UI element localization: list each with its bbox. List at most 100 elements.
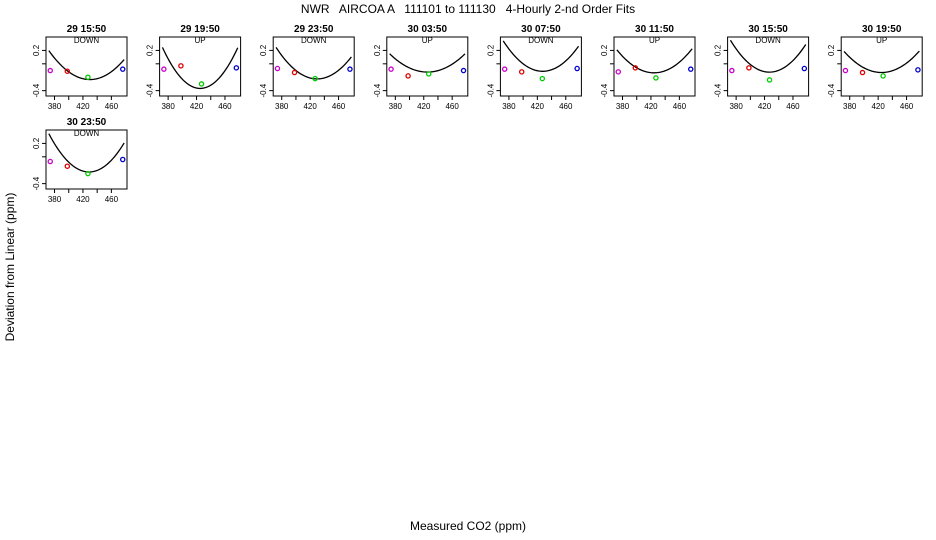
data-point	[501, 66, 508, 72]
panel-title: 30 15:50	[748, 24, 788, 35]
x-tick-label: 420	[76, 102, 90, 111]
y-tick-label: -0.4	[373, 83, 382, 97]
panel-title: 30 03:50	[408, 24, 448, 35]
data-point	[574, 65, 580, 72]
x-tick-label: 420	[531, 102, 545, 111]
data-point	[47, 158, 54, 165]
data-point	[347, 66, 353, 72]
data-point	[801, 65, 808, 72]
panel-frame	[386, 36, 469, 97]
data-point	[539, 75, 546, 82]
x-tick-label: 380	[729, 102, 743, 111]
data-point	[161, 66, 167, 72]
panel-frame	[159, 36, 242, 97]
y-tick-label: 0.2	[259, 44, 268, 56]
y-tick-label: -0.4	[146, 83, 155, 97]
data-point	[653, 75, 659, 81]
x-tick-label: 380	[502, 102, 516, 111]
data-point	[178, 63, 184, 69]
x-tick-label: 420	[190, 102, 204, 111]
x-axis-label: Measured CO2 (ppm)	[409, 519, 527, 533]
data-point	[405, 73, 411, 79]
data-point	[274, 65, 281, 72]
x-tick-label: 460	[332, 102, 346, 111]
x-tick-label: 380	[843, 102, 857, 111]
fit-curve	[729, 39, 807, 73]
panel-frame	[45, 36, 128, 97]
data-point	[119, 66, 126, 72]
panel-frame	[613, 36, 696, 97]
data-point	[915, 67, 921, 73]
fit-curve	[161, 47, 239, 90]
y-tick-label: 0.2	[32, 137, 41, 149]
y-tick-label: 0.2	[32, 44, 41, 56]
fit-curve	[48, 133, 125, 173]
fit-curve	[616, 48, 693, 74]
y-tick-label: -0.4	[714, 83, 723, 97]
panel-mode-label: DOWN	[74, 36, 100, 45]
data-point	[198, 81, 205, 87]
panel-mode-label: DOWN	[301, 36, 327, 45]
y-tick-label: -0.4	[259, 83, 268, 97]
panel-frame	[840, 36, 923, 97]
panel-frame	[272, 36, 355, 97]
x-tick-label: 460	[559, 102, 573, 111]
data-point	[119, 156, 126, 163]
x-tick-label: 420	[303, 102, 317, 111]
panel-title: 30 23:50	[67, 117, 107, 128]
panel-title: 30 07:50	[521, 24, 561, 35]
data-point	[64, 163, 71, 169]
x-tick-label: 380	[616, 102, 630, 111]
data-point	[615, 69, 622, 75]
x-tick-label: 460	[105, 102, 119, 111]
panel-mode-label: UP	[649, 36, 660, 45]
x-tick-label: 420	[417, 102, 431, 111]
x-tick-label: 460	[105, 195, 119, 204]
data-point	[460, 67, 467, 74]
data-point	[388, 66, 394, 72]
data-point	[85, 74, 91, 80]
x-tick-label: 380	[389, 102, 403, 111]
y-tick-label: -0.4	[32, 83, 41, 97]
x-tick-label: 460	[900, 102, 914, 111]
panel-mode-label: UP	[422, 36, 433, 45]
x-tick-label: 420	[76, 195, 90, 204]
panel-title: 29 19:50	[180, 24, 220, 35]
data-point	[687, 66, 694, 72]
data-point	[729, 67, 735, 74]
x-tick-label: 460	[218, 102, 232, 111]
panel-title: 29 23:50	[294, 24, 334, 35]
panel-frame	[499, 36, 582, 97]
x-tick-label: 420	[871, 102, 885, 111]
data-point	[518, 69, 525, 75]
y-tick-label: -0.4	[600, 83, 609, 97]
data-point	[233, 65, 240, 71]
panel-mode-label: DOWN	[528, 36, 554, 45]
x-tick-label: 460	[673, 102, 687, 111]
y-tick-label: 0.2	[714, 44, 723, 56]
data-point	[64, 68, 71, 74]
panel-title: 29 15:50	[67, 24, 107, 35]
fit-curve	[389, 53, 466, 73]
panel-mode-label: DOWN	[755, 36, 781, 45]
panel-mode-label: DOWN	[74, 129, 100, 138]
data-point	[291, 69, 298, 76]
panel-frame	[45, 129, 128, 190]
panel-mode-label: UP	[195, 36, 206, 45]
x-tick-label: 380	[275, 102, 289, 111]
data-point	[85, 170, 91, 177]
fit-curve	[275, 46, 352, 80]
panel-mode-label: UP	[876, 36, 887, 45]
x-tick-label: 380	[48, 195, 62, 204]
y-tick-label: -0.4	[32, 176, 41, 190]
data-point	[859, 69, 866, 76]
fit-curve	[502, 40, 580, 72]
y-tick-label: 0.2	[486, 44, 495, 56]
panel-frame	[727, 36, 810, 97]
